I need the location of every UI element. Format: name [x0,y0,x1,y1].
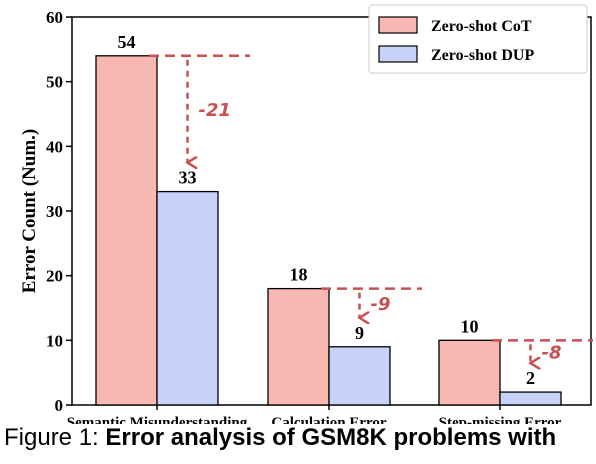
difference-label: -21 [199,100,232,121]
y-tick-label: 20 [46,267,63,286]
y-axis-title: Error Count (Num.) [19,129,40,294]
bar [328,346,391,406]
legend-label: Zero-shot CoT [431,18,532,35]
y-tick-label: 50 [46,73,63,92]
figure-caption: Figure 1: Error analysis of GSM8K proble… [4,424,596,464]
bar-value-label: 2 [526,368,535,388]
x-tick-label: Semantic Misunderstanding [67,415,248,424]
legend-swatch [378,45,418,63]
y-tick-label: 30 [46,202,63,221]
bar-value-label: 33 [179,168,197,188]
x-tick-label: Step-missing Error [439,415,562,424]
legend-swatch [378,16,418,34]
y-tick-label: 40 [46,137,63,156]
bar-value-label: 54 [118,32,136,52]
chart-canvas: 0 10 20 30 40 50 60 Error Count (Num.) 54 33 Seman… [19,4,593,431]
y-tick-label: 60 [46,8,63,27]
legend-label: Zero-shot DUP [431,47,534,64]
y-tick-label: 0 [55,396,64,415]
bar [156,190,219,406]
bar-value-label: 9 [355,323,364,343]
bar [499,391,562,406]
caption-prefix: Figure 1: [4,424,106,451]
bar [438,339,501,406]
legend-box [368,4,588,74]
difference-label: -8 [542,343,562,364]
difference-label: -9 [371,294,391,315]
bar-value-label: 18 [290,265,308,285]
y-tick-label: 10 [46,331,63,350]
bar-value-label: 10 [461,316,479,336]
x-tick-label: Calculation Error [271,415,386,424]
bar [267,287,330,406]
caption-text: Error analysis of GSM8K problems with [105,424,557,451]
bar [95,55,158,406]
